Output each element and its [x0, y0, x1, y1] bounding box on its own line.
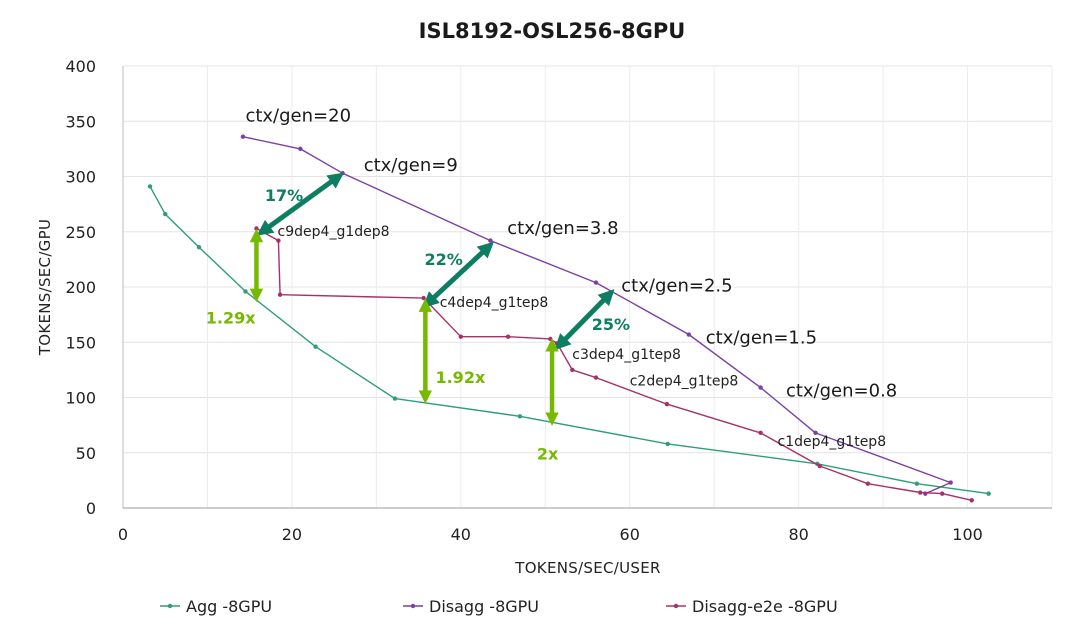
y-tick-label: 0 [86, 499, 96, 518]
y-tick-label: 150 [65, 333, 96, 352]
legend-item-3: Disagg-e2e -8GPU [666, 597, 838, 616]
x-tick-label: 60 [620, 525, 640, 544]
data-point [340, 170, 345, 176]
ratio-label: ctx/gen=3.8 [507, 218, 618, 239]
y-tick-label: 200 [65, 278, 96, 297]
gain-label: 17% [265, 186, 303, 205]
data-point [163, 211, 168, 217]
data-point [914, 481, 920, 486]
legend-marker [167, 603, 173, 609]
chart-title: ISL8192-OSL256-8GPU [419, 19, 686, 43]
x-tick-label: 20 [282, 525, 302, 544]
gain-arrow [554, 289, 615, 351]
data-point [240, 134, 246, 139]
ratio-label: ctx/gen=20 [245, 105, 351, 126]
series-line [242, 136, 952, 495]
data-point [458, 334, 464, 339]
legend-marker [410, 603, 416, 609]
data-point [664, 401, 670, 407]
data-point [517, 414, 523, 419]
y-tick-label: 250 [65, 223, 96, 242]
data-point [758, 430, 763, 436]
gain-label: 25% [592, 315, 630, 334]
data-point [147, 184, 153, 189]
gain-label: 22% [425, 250, 463, 269]
config-label: c4dep4_g1tep8 [440, 295, 549, 311]
legend-label: Disagg -8GPU [429, 597, 539, 616]
data-point [298, 146, 303, 152]
legend-item-1: Agg -8GPU [160, 597, 272, 616]
data-point [940, 491, 945, 496]
annotations: 17% 22% 25% 1.29x 1.92x 2x ctx/gen=20 ctx/gen=9… [206, 105, 897, 463]
data-point [196, 245, 202, 250]
data-point [254, 226, 259, 231]
data-point [948, 480, 953, 485]
x-axis-label: TOKENS/SEC/USER [514, 559, 661, 577]
data-point [313, 344, 318, 349]
data-point [758, 385, 763, 390]
data-point [813, 430, 818, 436]
ratio-label: ctx/gen=2.5 [621, 275, 732, 296]
ratio-label: ctx/gen=9 [364, 155, 458, 176]
gain-arrow [422, 241, 494, 308]
x-tick-label: 100 [952, 525, 983, 544]
y-tick-label: 350 [65, 112, 96, 131]
x-tick-label: 40 [451, 525, 471, 544]
data-point [593, 375, 599, 380]
config-label: c3dep4_g1tep8 [572, 347, 681, 363]
data-point [277, 292, 283, 297]
data-point [665, 441, 670, 447]
config-label: c2dep4_g1tep8 [630, 373, 739, 389]
axes: 0 50 100 150 200 250 300 350 400 0 20 40 60 80 100 [65, 57, 1052, 544]
series-line [256, 227, 972, 501]
legend: Agg -8GPU Disagg -8GPU Disagg-e2e -8GPU [160, 597, 838, 616]
data-point [865, 481, 871, 486]
data-point [505, 334, 511, 339]
legend-marker [673, 603, 679, 609]
series-3 [254, 226, 974, 503]
config-label: c1dep4_g1tep8 [778, 434, 887, 450]
legend-label: Agg -8GPU [186, 597, 272, 616]
data-point [421, 295, 426, 301]
data-point [686, 332, 692, 337]
y-tick-label: 400 [65, 57, 96, 76]
data-point [243, 289, 248, 294]
y-axis-label: TOKENS/SEC/GPU [36, 219, 54, 356]
data-point [986, 491, 991, 496]
y-tick-label: 50 [76, 444, 96, 463]
multiplier-label: 1.92x [435, 368, 485, 387]
data-point [969, 498, 974, 503]
config-label: c9dep4_g1dep8 [278, 224, 390, 240]
series-group [147, 134, 991, 503]
gain-arrow [256, 172, 344, 236]
data-point [488, 238, 493, 243]
ratio-label: ctx/gen=1.5 [706, 327, 817, 348]
data-point [817, 463, 822, 469]
grid [123, 65, 1053, 508]
multiplier-label: 1.29x [206, 308, 256, 327]
data-point [392, 396, 398, 401]
data-point [593, 280, 599, 285]
multiplier-label: 2x [537, 444, 559, 463]
data-point [276, 238, 281, 243]
legend-item-2: Disagg -8GPU [403, 597, 539, 616]
series-1 [147, 184, 991, 496]
legend-label: Disagg-e2e -8GPU [692, 597, 838, 616]
y-tick-label: 300 [65, 168, 96, 187]
ratio-label: ctx/gen=0.8 [786, 380, 897, 401]
x-tick-label: 80 [788, 525, 808, 544]
x-tick-label: 0 [118, 525, 128, 544]
data-point [918, 490, 923, 495]
y-tick-label: 100 [65, 389, 96, 408]
data-point [570, 367, 575, 373]
data-point [548, 336, 553, 342]
